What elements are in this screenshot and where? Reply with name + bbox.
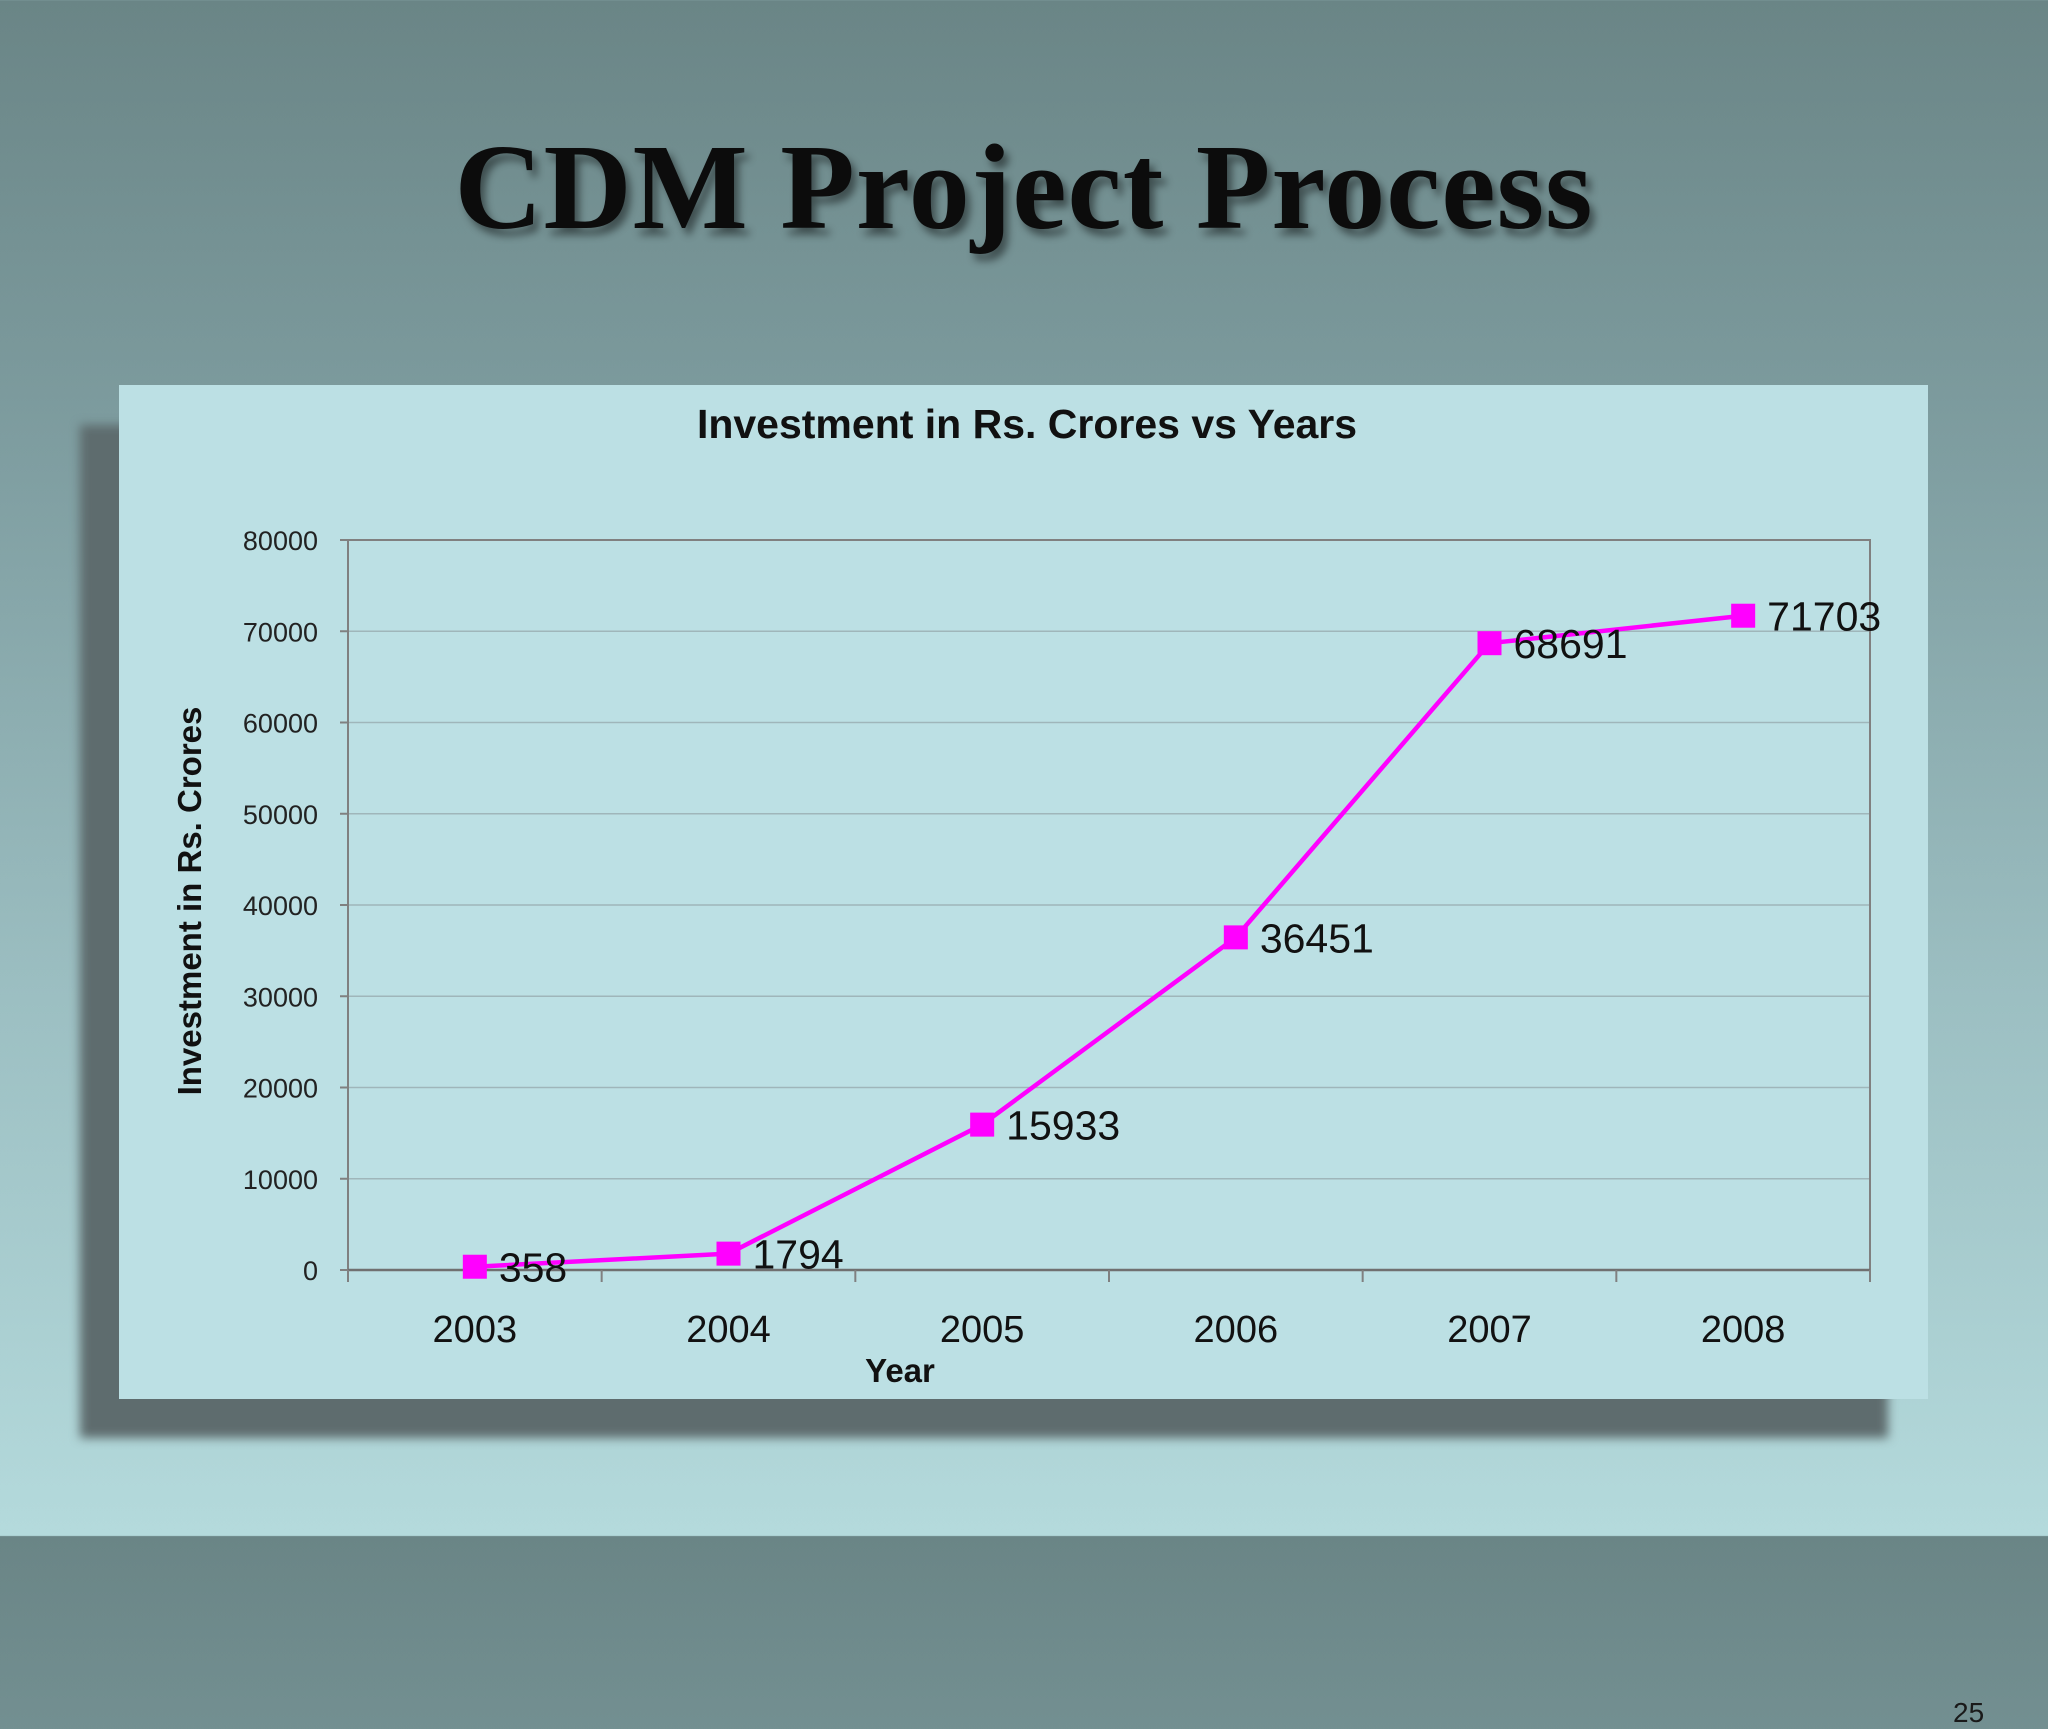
x-tick-label: 2007 [1447, 1309, 1532, 1351]
y-tick-label: 40000 [243, 891, 318, 921]
data-label: 71703 [1767, 594, 1881, 640]
y-axis-title: Investment in Rs. Crores [171, 707, 208, 1096]
data-point-marker [716, 1241, 741, 1266]
y-tick-label: 10000 [243, 1165, 318, 1195]
x-tick-label: 2005 [940, 1309, 1025, 1351]
data-label: 36451 [1260, 915, 1374, 961]
y-tick-label: 60000 [243, 709, 318, 739]
data-label: 358 [499, 1245, 567, 1291]
data-point-marker [462, 1254, 487, 1279]
y-tick-label: 20000 [243, 1074, 318, 1104]
data-label: 15933 [1006, 1103, 1120, 1149]
data-label: 1794 [753, 1232, 844, 1278]
y-tick-label: 50000 [243, 800, 318, 830]
data-point-marker [1223, 925, 1248, 950]
x-tick-label: 2006 [1194, 1309, 1279, 1351]
page-number: 25 [1953, 1697, 1985, 1728]
y-tick-label: 80000 [243, 526, 318, 556]
chart-title: Investment in Rs. Crores vs Years [697, 401, 1357, 447]
series-line [474, 613, 1744, 1269]
data-point-marker [970, 1112, 995, 1137]
x-tick-label: 2003 [433, 1309, 518, 1351]
slide-title: CDM Project Process [454, 120, 1594, 255]
y-tick-label: 30000 [243, 982, 318, 1012]
x-tick-label: 2008 [1701, 1309, 1786, 1351]
x-axis-title: Year [865, 1352, 935, 1389]
line-chart: Investment in Rs. Crores vs Years 0 10000… [171, 401, 1881, 1389]
data-point-marker [1731, 603, 1756, 628]
y-tick-label: 0 [303, 1256, 318, 1286]
data-label: 68691 [1514, 621, 1628, 667]
x-tick-label: 2004 [686, 1309, 771, 1351]
data-point-marker [1477, 631, 1502, 656]
y-tick-label: 70000 [243, 617, 318, 647]
chart-panel: Investment in Rs. Crores vs Years 0 10000… [119, 385, 1984, 1728]
